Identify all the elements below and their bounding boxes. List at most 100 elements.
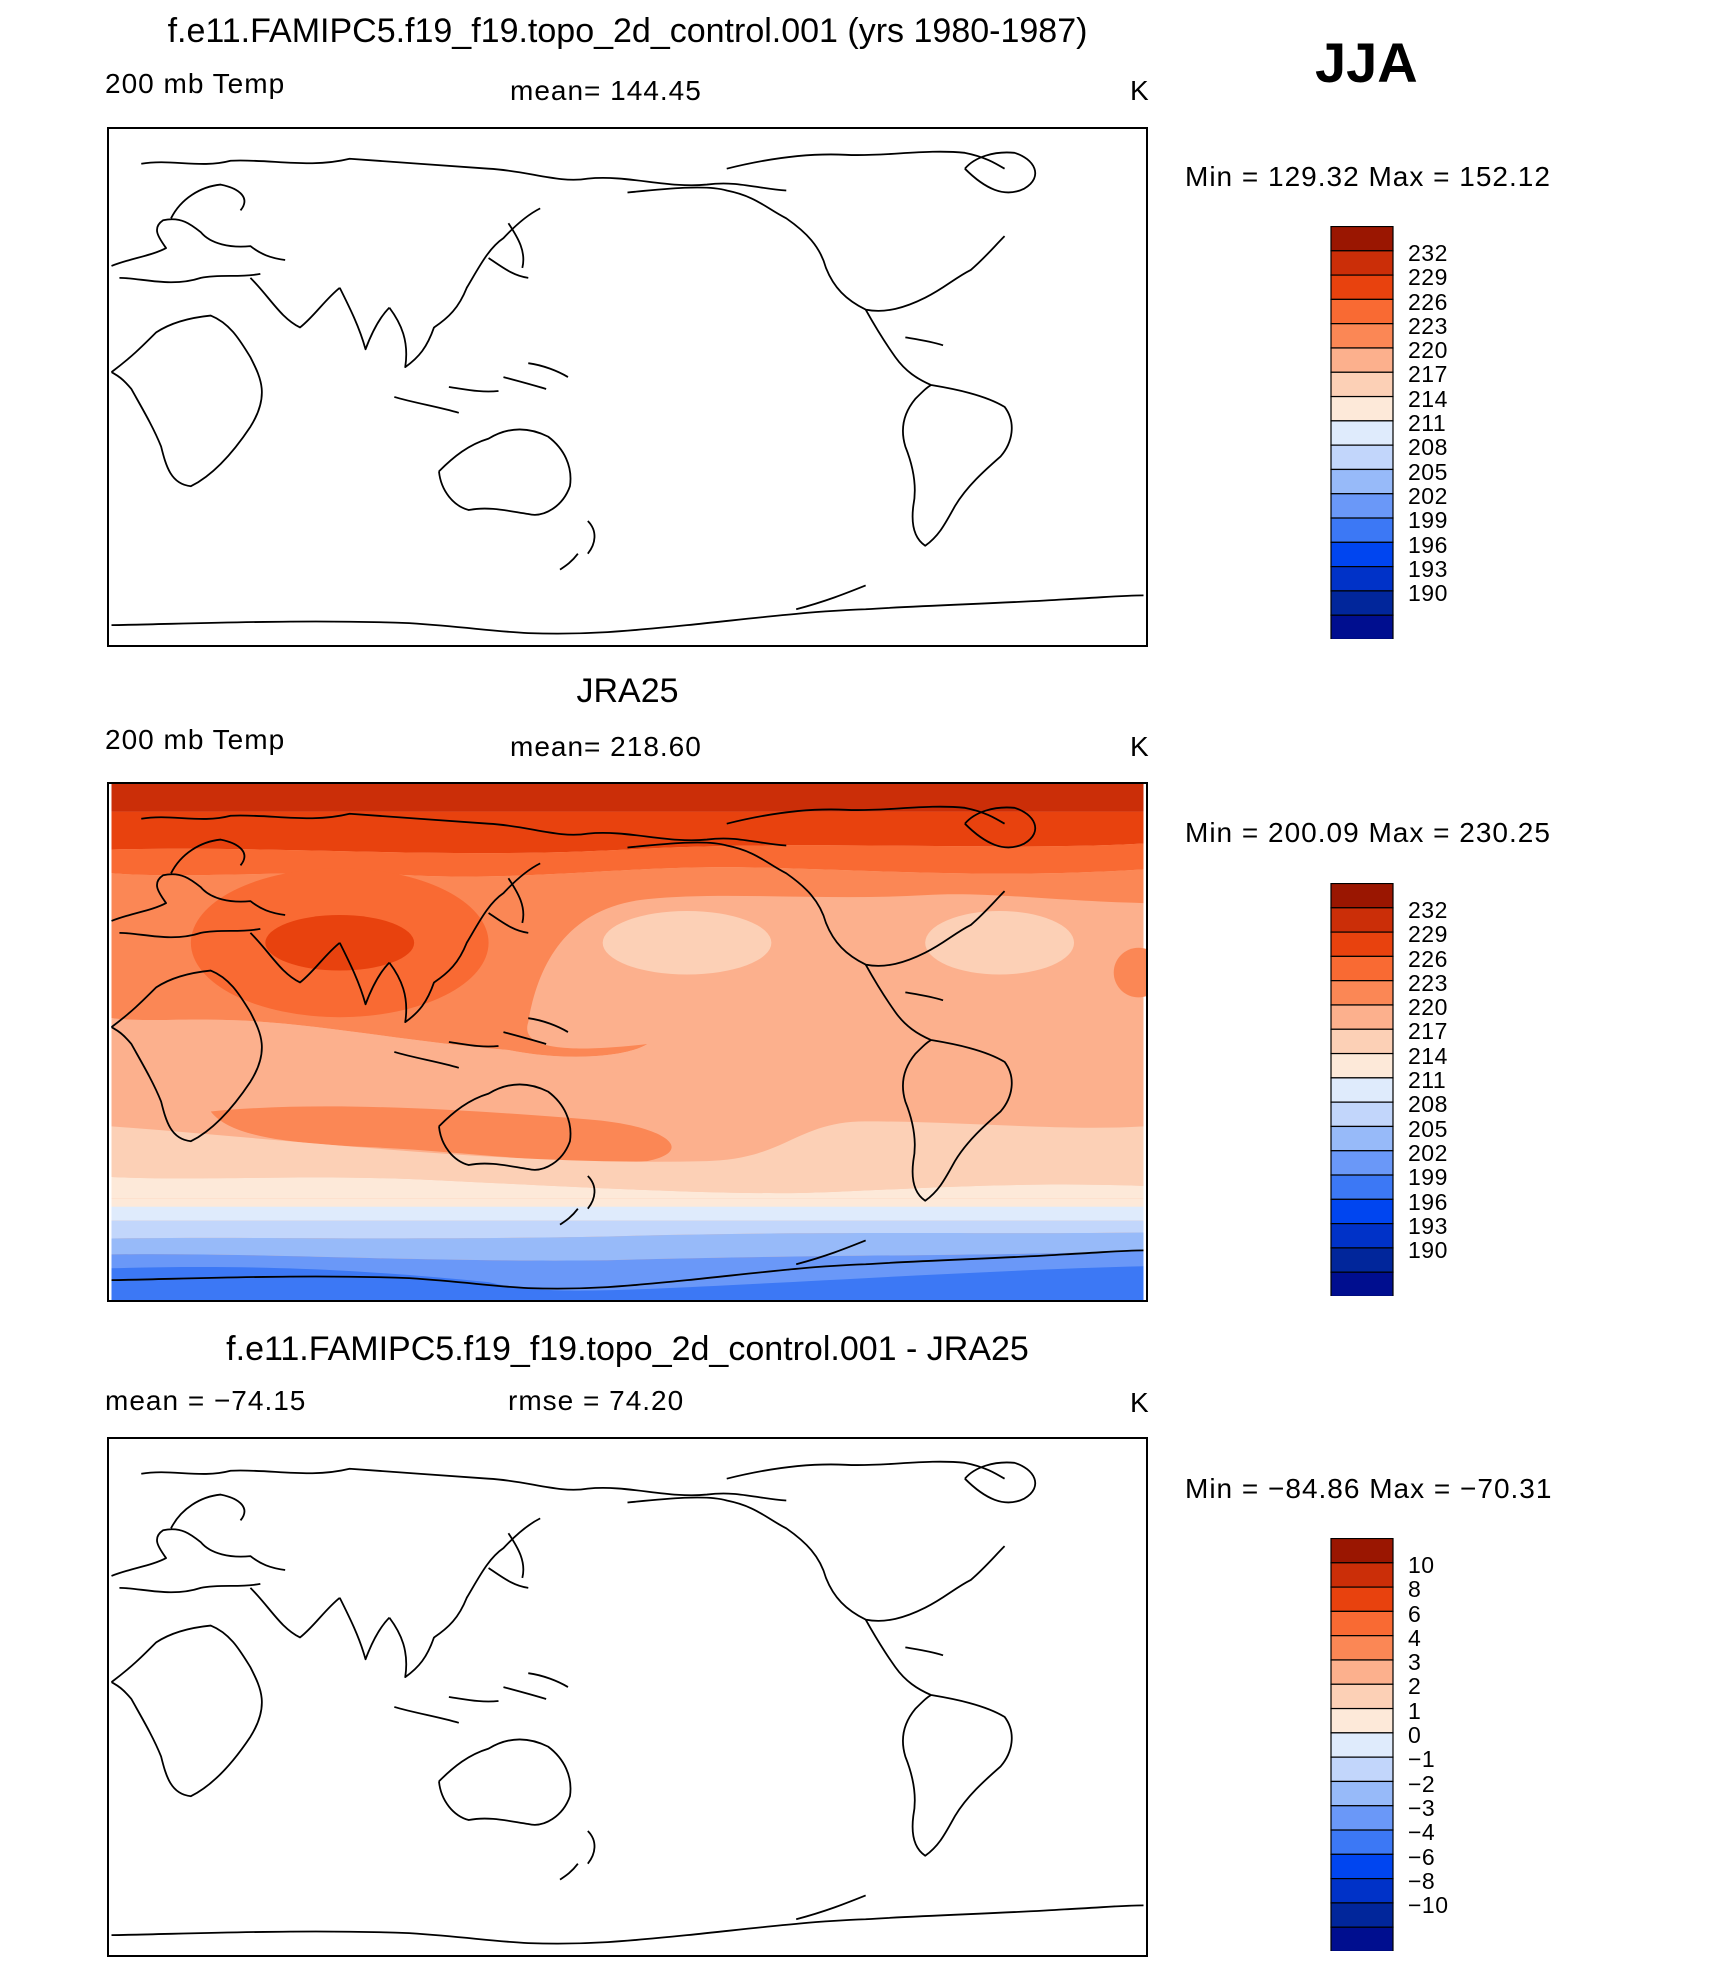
colorbar-box <box>1330 493 1394 519</box>
colorbar-box <box>1330 250 1394 276</box>
colorbar-box <box>1330 1174 1394 1200</box>
colorbar-tick-label: 202 <box>1408 1139 1448 1166</box>
panel3-title: f.e11.FAMIPC5.f19_f19.topo_2d_control.00… <box>226 1330 1029 1368</box>
field-band-north-3 <box>111 843 1144 877</box>
field-atlantic-cool <box>925 911 1075 975</box>
panel2-colorbar <box>1330 883 1394 1296</box>
colorbar-box <box>1330 1101 1394 1128</box>
colorbar-tick-label: 229 <box>1408 264 1448 291</box>
colorbar-box <box>1330 1659 1394 1685</box>
field-band-south-1 <box>111 1121 1144 1194</box>
colorbar-tick-label: 193 <box>1408 1212 1448 1239</box>
field-band-south-2 <box>111 1176 1144 1199</box>
colorbar-tick-label: 220 <box>1408 337 1448 364</box>
colorbar-box <box>1330 444 1394 471</box>
colorbar-tick-label: 199 <box>1408 1164 1448 1191</box>
panel2-mean: mean= 218.60 <box>510 731 702 762</box>
colorbar-tick-label: 205 <box>1408 1115 1448 1142</box>
colorbar-box <box>1330 1271 1394 1296</box>
colorbar-box <box>1330 931 1394 957</box>
colorbar-box <box>1330 371 1394 398</box>
panel2-map <box>107 782 1148 1302</box>
colorbar-tick-label: 190 <box>1408 580 1448 607</box>
colorbar-box <box>1330 955 1394 982</box>
panel1-units: K <box>1130 75 1150 106</box>
colorbar-tick-label: 8 <box>1408 1576 1422 1603</box>
field-east-edge <box>1113 947 1146 998</box>
panel1-mean: mean= 144.45 <box>510 75 702 106</box>
colorbar-box <box>1330 1805 1394 1831</box>
panel3-colorbar-boxes <box>1330 1538 1394 1951</box>
colorbar-box <box>1330 1635 1394 1661</box>
colorbar-box <box>1330 395 1394 422</box>
colorbar-box <box>1330 1247 1394 1273</box>
panel1-map <box>107 127 1148 647</box>
panel3-coastlines <box>110 1460 1145 1945</box>
colorbar-tick-label: 196 <box>1408 531 1448 558</box>
colorbar-tick-label: −8 <box>1408 1867 1436 1894</box>
colorbar-tick-label: 223 <box>1408 312 1448 339</box>
field-band-south-4 <box>111 1206 1144 1221</box>
colorbar-tick-label: 6 <box>1408 1600 1422 1627</box>
panel1-variable: 200 mb Temp <box>105 68 286 99</box>
colorbar-box <box>1330 1926 1394 1951</box>
colorbar-tick-label: 214 <box>1408 385 1448 412</box>
colorbar-tick-label: 193 <box>1408 555 1448 582</box>
panel2-variable: 200 mb Temp <box>105 724 286 755</box>
colorbar-tick-label: 199 <box>1408 507 1448 534</box>
colorbar-tick-label: 205 <box>1408 458 1448 485</box>
colorbar-tick-label: −10 <box>1408 1892 1449 1919</box>
colorbar-tick-label: 3 <box>1408 1649 1422 1676</box>
colorbar-box <box>1330 1610 1394 1637</box>
colorbar-box <box>1330 1878 1394 1904</box>
colorbar-box <box>1330 1052 1394 1079</box>
colorbar-box <box>1330 614 1394 639</box>
colorbar-tick-label: 190 <box>1408 1237 1448 1264</box>
colorbar-tick-label: −6 <box>1408 1843 1436 1870</box>
panel2-minmax: Min = 200.09 Max = 230.25 <box>1185 817 1551 848</box>
colorbar-box <box>1330 1198 1394 1225</box>
colorbar-tick-label: −1 <box>1408 1746 1436 1773</box>
colorbar-tick-label: 217 <box>1408 361 1448 388</box>
colorbar-tick-label: 211 <box>1408 410 1447 437</box>
colorbar-box <box>1330 1004 1394 1030</box>
panel3-rmse: rmse = 74.20 <box>508 1385 685 1416</box>
field-band-south-5 <box>111 1220 1144 1239</box>
colorbar-box <box>1330 274 1394 300</box>
panel1-title: f.e11.FAMIPC5.f19_f19.topo_2d_control.00… <box>167 12 1088 50</box>
panel3-map <box>107 1437 1148 1957</box>
season-label: JJA <box>1315 31 1418 94</box>
panel3-mean: mean = −74.15 <box>105 1385 307 1416</box>
colorbar-tick-label: 10 <box>1408 1552 1435 1578</box>
colorbar-tick-label: 208 <box>1408 1091 1448 1118</box>
colorbar-box <box>1330 907 1394 933</box>
colorbar-box <box>1330 541 1394 568</box>
colorbar-box <box>1330 323 1394 349</box>
panel1-colorbar-boxes <box>1330 226 1394 639</box>
field-band-south-8 <box>111 1266 1144 1300</box>
colorbar-box <box>1330 883 1394 909</box>
colorbar-box <box>1330 1223 1394 1249</box>
colorbar-box <box>1330 1125 1394 1152</box>
colorbar-tick-label: 0 <box>1408 1722 1422 1749</box>
colorbar-box <box>1330 1902 1394 1928</box>
field-band-south-6 <box>111 1232 1144 1261</box>
colorbar-tick-label: 232 <box>1408 897 1448 923</box>
colorbar-tick-label: 2 <box>1408 1673 1422 1700</box>
colorbar-tick-label: 196 <box>1408 1188 1448 1215</box>
colorbar-tick-label: 1 <box>1408 1697 1422 1724</box>
colorbar-box <box>1330 1853 1394 1880</box>
colorbar-box <box>1330 1707 1394 1734</box>
panel1-colorbar <box>1330 226 1394 639</box>
colorbar-tick-label: −3 <box>1408 1794 1436 1821</box>
colorbar-tick-label: −2 <box>1408 1770 1436 1797</box>
colorbar-box <box>1330 1683 1394 1710</box>
panel3-minmax: Min = −84.86 Max = −70.31 <box>1185 1473 1553 1504</box>
colorbar-tick-label: 4 <box>1408 1624 1422 1651</box>
field-band-south-3 <box>111 1198 1144 1211</box>
colorbar-box <box>1330 1732 1394 1758</box>
colorbar-tick-label: 211 <box>1408 1067 1447 1094</box>
colorbar-tick-label: 208 <box>1408 434 1448 461</box>
field-band-north-2 <box>111 811 1144 854</box>
colorbar-tick-label: 223 <box>1408 969 1448 996</box>
